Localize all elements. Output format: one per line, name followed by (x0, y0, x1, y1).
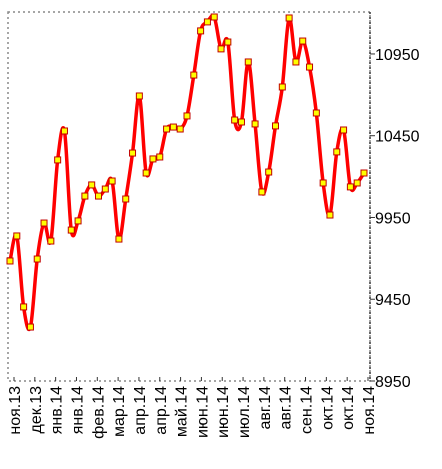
point-marker (33, 255, 41, 263)
y-tick-label: 9450 (375, 292, 411, 309)
line-series (8, 13, 366, 332)
y-tick-label: 10950 (375, 47, 420, 64)
x-tick-label: авг.14 (257, 386, 274, 430)
x-tick-label: май.14 (174, 386, 191, 437)
point-marker (101, 185, 109, 193)
y-tick-label: 9950 (375, 210, 411, 227)
point-marker (244, 58, 252, 66)
point-marker (312, 109, 320, 117)
point-marker (197, 27, 205, 35)
x-tick-label: мар.14 (111, 386, 128, 437)
x-tick-label: янв.14 (49, 386, 66, 434)
point-marker (13, 232, 21, 240)
point-marker (190, 71, 198, 79)
point-marker (326, 211, 334, 219)
point-marker (278, 83, 286, 91)
point-marker (74, 217, 82, 225)
point-marker (176, 125, 184, 133)
point-marker (340, 126, 348, 134)
point-marker (88, 181, 96, 189)
point-marker (265, 168, 273, 176)
point-marker (299, 37, 307, 45)
point-marker (20, 303, 28, 311)
point-marker (306, 63, 314, 71)
point-marker (122, 195, 130, 203)
point-marker (217, 45, 225, 53)
point-marker (149, 155, 157, 163)
x-tick-label: окт.14 (340, 386, 357, 430)
x-tick-label: сен.14 (299, 386, 316, 434)
point-marker (183, 112, 191, 120)
x-tick-label: апр.14 (132, 386, 149, 435)
point-marker (210, 13, 218, 21)
y-tick-label: 8950 (375, 374, 411, 391)
point-marker (95, 192, 102, 200)
point-marker (142, 169, 150, 177)
point-marker (360, 169, 368, 177)
point-marker (81, 192, 89, 200)
x-tick-label: июн.14 (215, 386, 232, 438)
x-tick-label: фев.14 (90, 386, 107, 439)
x-tick-label: июл.14 (236, 386, 253, 438)
point-marker (129, 149, 137, 157)
point-marker (272, 122, 279, 130)
point-marker (108, 177, 116, 185)
point-marker (353, 179, 361, 187)
point-marker (6, 257, 14, 265)
x-tick-label: июн.14 (194, 386, 211, 438)
point-marker (292, 58, 300, 66)
point-marker (54, 156, 62, 164)
point-marker (319, 179, 327, 187)
x-tick-label: дек.13 (28, 386, 45, 434)
point-marker (224, 38, 232, 46)
point-marker (346, 183, 354, 191)
point-marker (333, 148, 341, 156)
point-marker (285, 14, 293, 22)
point-marker (26, 323, 34, 331)
point-marker (163, 125, 171, 133)
point-marker (231, 116, 239, 124)
x-tick-label: апр.14 (153, 386, 170, 435)
x-tick-label: ноя.13 (7, 386, 24, 435)
point-marker (203, 18, 211, 26)
point-marker (237, 118, 245, 126)
point-marker (251, 120, 259, 128)
point-marker (40, 219, 48, 227)
y-tick-label: 10450 (375, 129, 420, 146)
x-tick-label: янв.14 (69, 386, 86, 434)
x-tick-label: окт.14 (319, 386, 336, 430)
point-marker (169, 123, 177, 131)
point-marker (67, 226, 75, 234)
x-tick-label: ноя.14 (361, 386, 378, 435)
point-marker (115, 235, 123, 243)
point-marker (258, 188, 266, 196)
point-marker (47, 237, 55, 245)
x-tick-label: авг.14 (278, 386, 295, 430)
point-marker (156, 153, 164, 161)
point-marker (60, 127, 68, 135)
plot-frame (7, 11, 371, 382)
point-marker (135, 92, 143, 100)
